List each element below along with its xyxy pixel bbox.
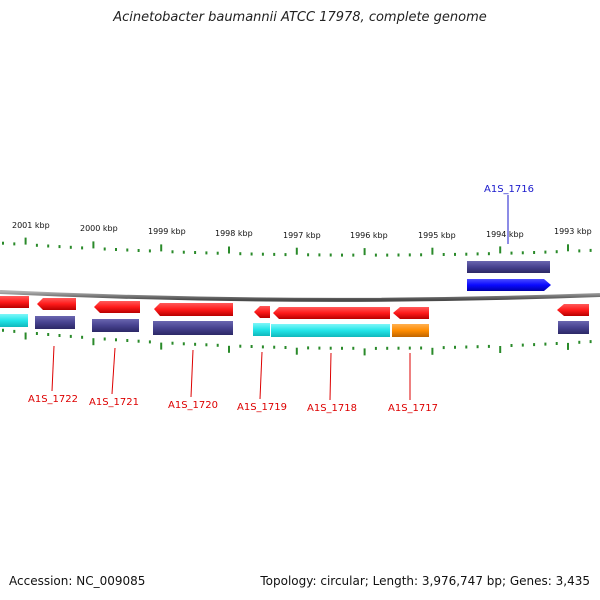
gene-label-a1s-1721[interactable]: A1S_1721	[89, 397, 139, 408]
label-leaders	[51, 195, 509, 401]
gene-arrow-a1s-1722[interactable]	[37, 298, 76, 310]
scale-label-2000: 2000 kbp	[80, 224, 118, 233]
feature-bar-a1s-1718	[271, 324, 390, 337]
genome-backbone	[0, 290, 600, 302]
inner-feature-bars	[0, 314, 589, 337]
scale-label-1995: 1995 kbp	[418, 231, 456, 240]
feature-bar-a1s-1716	[467, 261, 550, 273]
scale-label-1999: 1999 kbp	[148, 227, 186, 236]
feature-bar-a1s-1722	[35, 316, 75, 329]
gene-arrow-a1s-1720[interactable]	[154, 303, 233, 316]
feature-bar-a1s-1719	[253, 323, 270, 336]
leader-a1s-1722	[51, 345, 55, 392]
inner-scale-ticks	[2, 328, 592, 356]
feature-bar-a1s-1717	[392, 324, 429, 337]
scale-label-1997: 1997 kbp	[283, 231, 321, 240]
scale-label-1996: 1996 kbp	[350, 231, 388, 240]
gene-label-a1s-1717[interactable]: A1S_1717	[388, 403, 438, 414]
gene-label-a1s-1720[interactable]: A1S_1720	[168, 400, 218, 411]
gene-label-a1s-1719[interactable]: A1S_1719	[237, 402, 287, 413]
feature-bar-partial-left	[0, 314, 28, 327]
feature-bar-a1s-1720	[153, 321, 233, 335]
gene-arrow-a1s-1717[interactable]	[393, 307, 429, 319]
scale-label-1993: 1993 kbp	[554, 227, 592, 236]
gene-label-a1s-1722[interactable]: A1S_1722	[28, 394, 78, 405]
gene-arrow-partial-left[interactable]	[0, 296, 29, 308]
scale-label-1998: 1998 kbp	[215, 229, 253, 238]
leader-a1s-1721	[111, 347, 116, 395]
gene-arrow-a1s-1716[interactable]	[467, 279, 551, 291]
gene-arrow-partial-right[interactable]	[557, 304, 589, 316]
gene-arrow-a1s-1721[interactable]	[94, 301, 140, 313]
reverse-gene-arrows	[0, 296, 589, 319]
gene-arrow-a1s-1719[interactable]	[254, 306, 270, 318]
scale-label-1994: 1994 kbp	[486, 230, 524, 239]
feature-bar-a1s-1721	[92, 319, 139, 332]
genome-summary-text: Topology: circular; Length: 3,976,747 bp…	[260, 574, 590, 588]
map-title: Acinetobacter baumannii ATCC 17978, comp…	[113, 10, 487, 25]
gene-labels: A1S_1716 A1S_1717 A1S_1718 A1S_1719 A1S_…	[28, 184, 534, 414]
feature-bar-partial-right	[558, 321, 589, 334]
accession-text: Accession: NC_009085	[9, 574, 146, 588]
gene-label-a1s-1718[interactable]: A1S_1718	[307, 403, 357, 414]
scale-label-2001: 2001 kbp	[12, 221, 50, 230]
outer-scale-ticks	[2, 237, 592, 257]
leader-a1s-1719	[259, 351, 263, 400]
gene-label-a1s-1716[interactable]: A1S_1716	[484, 184, 534, 195]
gene-arrow-a1s-1718[interactable]	[273, 307, 390, 319]
leader-a1s-1720	[190, 349, 194, 398]
leader-a1s-1718	[329, 352, 332, 401]
scale-labels: 2001 kbp 2000 kbp 1999 kbp 1998 kbp 1997…	[12, 221, 592, 240]
forward-features	[467, 261, 551, 291]
